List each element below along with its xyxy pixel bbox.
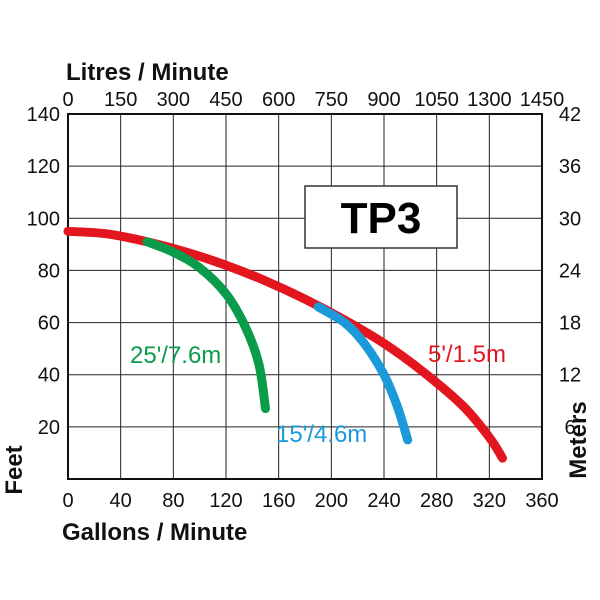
x2-tick-label: 150 bbox=[104, 89, 137, 111]
x2-tick-label: 750 bbox=[315, 89, 348, 111]
y-tick-label: 100 bbox=[27, 208, 60, 230]
series-lines bbox=[63, 226, 507, 463]
y-tick-label: 140 bbox=[27, 104, 60, 126]
y-tick-label: 60 bbox=[38, 313, 60, 335]
x-tick-label: 40 bbox=[110, 490, 132, 512]
y-tick-label: 20 bbox=[38, 417, 60, 439]
chart-title: TP3 bbox=[341, 194, 422, 243]
x-tick-label: 160 bbox=[262, 490, 295, 512]
x2-tick-label: 900 bbox=[367, 89, 400, 111]
series-label-25ft: 25'/7.6m bbox=[130, 342, 221, 369]
y2-tick-label: 6 bbox=[564, 417, 575, 439]
x2-tick-label: 450 bbox=[209, 89, 242, 111]
series-labels: 25'/7.6m 15'/4.6m 5'/1.5m bbox=[130, 341, 506, 448]
y2-axis-ticks: 6 12 18 24 30 36 42 bbox=[559, 104, 581, 439]
x-tick-label: 280 bbox=[420, 490, 453, 512]
x2-axis-ticks: 0 150 300 450 600 750 900 1050 1300 1450 bbox=[62, 89, 564, 111]
y-tick-label: 40 bbox=[38, 365, 60, 387]
y2-tick-label: 12 bbox=[559, 365, 581, 387]
series-label-5ft: 5'/1.5m bbox=[428, 341, 506, 368]
x2-tick-label: 600 bbox=[262, 89, 295, 111]
y2-tick-label: 42 bbox=[559, 104, 581, 126]
y2-tick-label: 30 bbox=[559, 208, 581, 230]
x-tick-label: 0 bbox=[62, 490, 73, 512]
y-axis-ticks: 20 40 60 80 100 120 140 bbox=[27, 104, 60, 439]
x-tick-label: 320 bbox=[473, 490, 506, 512]
x-tick-label: 120 bbox=[209, 490, 242, 512]
x2-tick-label: 300 bbox=[157, 89, 190, 111]
y2-tick-label: 36 bbox=[559, 156, 581, 178]
x-tick-label: 80 bbox=[162, 490, 184, 512]
x2-tick-label: 1050 bbox=[414, 89, 459, 111]
y-axis-title: Feet bbox=[1, 445, 28, 494]
x2-tick-label: 1300 bbox=[467, 89, 512, 111]
series-line-25-7-6m bbox=[142, 237, 270, 414]
x-tick-label: 240 bbox=[367, 490, 400, 512]
y2-axis-title: Meters bbox=[565, 401, 592, 478]
plot-frame bbox=[67, 113, 543, 480]
x2-axis-title: Litres / Minute bbox=[66, 59, 229, 86]
title-box: TP3 bbox=[304, 185, 458, 249]
x-axis-ticks: 0 40 80 120 160 200 240 280 320 360 bbox=[62, 490, 558, 512]
title-box-frame bbox=[304, 185, 458, 249]
y-tick-label: 80 bbox=[38, 260, 60, 282]
x2-tick-label: 1450 bbox=[520, 89, 565, 111]
x-axis-title: Gallons / Minute bbox=[62, 519, 247, 546]
series-label-15ft: 15'/4.6m bbox=[276, 421, 367, 448]
x-tick-label: 360 bbox=[525, 490, 558, 512]
y2-tick-label: 18 bbox=[559, 313, 581, 335]
y2-tick-label: 24 bbox=[559, 260, 581, 282]
series-line-15-4-6m bbox=[313, 302, 413, 445]
x2-tick-label: 0 bbox=[62, 89, 73, 111]
y-tick-label: 120 bbox=[27, 156, 60, 178]
x-tick-label: 200 bbox=[315, 490, 348, 512]
